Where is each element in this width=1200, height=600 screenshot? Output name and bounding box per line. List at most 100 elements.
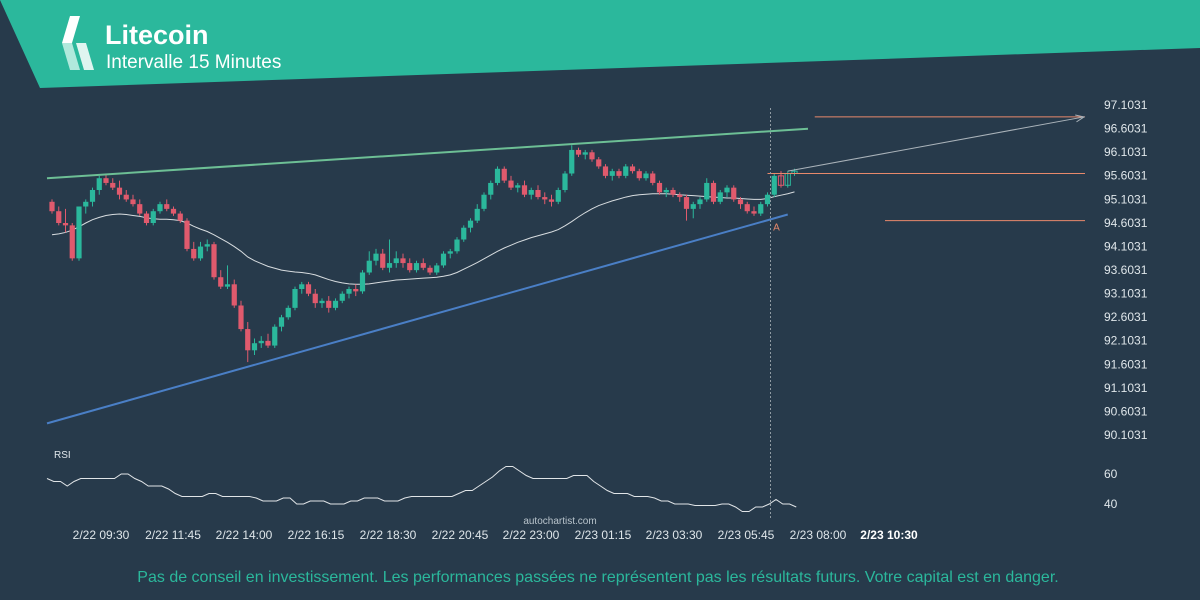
candle-body <box>386 263 393 268</box>
chart-title: Litecoin <box>105 20 209 50</box>
candle-body <box>602 166 609 176</box>
candle-body <box>629 166 636 172</box>
litecoin-logo-icon <box>62 16 94 70</box>
y-tick-label: 93.1031 <box>1104 287 1148 301</box>
candle-body <box>137 204 143 214</box>
candle-body <box>319 300 325 304</box>
y-tick-label: 95.1031 <box>1104 192 1148 206</box>
candle-body <box>83 201 89 207</box>
candle-body <box>542 197 548 200</box>
candle-body <box>353 289 359 292</box>
candle-body <box>697 199 703 205</box>
candle-body <box>535 190 541 198</box>
candle-body <box>582 152 588 155</box>
candle-body <box>204 244 210 247</box>
candle-body <box>623 166 629 176</box>
candle-body <box>777 175 785 186</box>
candle-body <box>89 190 96 202</box>
y-axis: 97.1031 96.6031 96.1031 95.6031 95.1031 94.60… <box>1104 98 1148 442</box>
y-tick-label: 92.1031 <box>1104 334 1148 348</box>
candle-body <box>231 284 237 306</box>
candle-body <box>575 149 582 155</box>
x-tick-label: 2/22 14:00 <box>216 528 273 542</box>
header-banner <box>0 0 1200 88</box>
x-axis: 2/22 09:30 2/22 11:45 2/22 14:00 2/22 16:15… <box>73 528 918 542</box>
candle-body <box>683 197 690 209</box>
candle-body <box>758 204 764 214</box>
candle-body <box>110 182 116 188</box>
candle-body <box>710 182 717 202</box>
candle-body <box>751 211 757 214</box>
candle-body <box>724 187 730 193</box>
x-tick-label: 2/22 18:30 <box>360 528 417 542</box>
candle-body <box>245 329 251 351</box>
rsi-tick-label: 60 <box>1104 467 1118 481</box>
x-tick-label: 2/22 11:45 <box>145 528 201 542</box>
candle-body <box>150 211 156 224</box>
y-tick-label: 90.1031 <box>1104 428 1148 442</box>
y-tick-label: 92.6031 <box>1104 310 1148 324</box>
x-tick-label: 2/23 05:45 <box>718 528 775 542</box>
projection-arrow-line <box>787 116 1085 172</box>
candle-body <box>164 204 170 209</box>
candle-body <box>251 343 258 351</box>
moving-average-line <box>51 191 795 285</box>
y-tick-label: 96.6031 <box>1104 122 1148 136</box>
candle-body <box>184 220 190 249</box>
y-tick-label: 95.6031 <box>1104 169 1148 183</box>
candle-body <box>305 284 312 294</box>
candle-body <box>76 206 82 259</box>
y-tick-label: 96.1031 <box>1104 145 1148 159</box>
candle-body <box>481 194 487 209</box>
overlay-layer: A <box>46 108 1086 520</box>
y-tick-label: 97.1031 <box>1104 98 1148 112</box>
candle-body <box>670 190 676 195</box>
rsi-panel: 60 40 <box>46 466 1118 512</box>
candle-body <box>278 317 285 327</box>
candle-body <box>130 199 136 205</box>
candle-body <box>143 213 150 224</box>
candle-body <box>366 260 372 273</box>
candle-body <box>555 190 561 202</box>
candle-body <box>272 326 278 346</box>
candle-body <box>326 300 332 308</box>
candle-body <box>339 293 345 301</box>
candle-body <box>494 168 501 183</box>
candle-body <box>427 267 433 273</box>
x-tick-label: 2/22 23:00 <box>503 528 560 542</box>
y-tick-label: 91.6031 <box>1104 357 1148 371</box>
candle-body <box>407 263 413 271</box>
candle-body <box>501 168 507 181</box>
candles-layer <box>49 145 798 363</box>
candle-body <box>170 208 177 214</box>
candle-body <box>508 180 514 188</box>
candle-body <box>420 263 426 268</box>
watermark: autochartist.com <box>523 516 596 527</box>
candle-body <box>771 175 777 195</box>
x-tick-label: 2/23 08:00 <box>790 528 847 542</box>
candle-body <box>548 199 555 202</box>
candle-body <box>49 201 55 212</box>
candle-body <box>562 173 568 191</box>
support-trend-line <box>46 213 789 425</box>
resistance-trend-line <box>46 127 809 180</box>
y-tick-label: 94.1031 <box>1104 239 1148 253</box>
candle-body <box>197 246 204 259</box>
candle-body <box>265 340 271 346</box>
candle-body <box>96 178 102 191</box>
candle-body <box>56 211 62 224</box>
y-tick-label: 94.6031 <box>1104 216 1148 230</box>
candle-body <box>704 182 710 200</box>
candle-body <box>359 272 366 292</box>
candle-body <box>528 190 534 195</box>
candle-body <box>569 149 575 174</box>
candle-body <box>413 263 420 271</box>
y-tick-label: 90.6031 <box>1104 404 1148 418</box>
x-tick-label: 2/22 20:45 <box>432 528 489 542</box>
candle-body <box>690 204 696 209</box>
candle-body <box>656 182 663 193</box>
candle-body <box>157 204 163 212</box>
candle-body <box>123 194 129 200</box>
